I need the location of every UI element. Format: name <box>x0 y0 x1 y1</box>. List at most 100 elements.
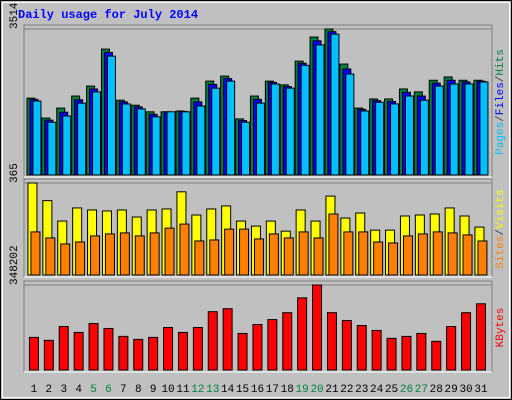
bar <box>207 311 218 371</box>
legend-entry: Sites <box>495 236 507 269</box>
bar <box>43 339 54 371</box>
legend: KBytes <box>495 308 507 348</box>
bar <box>416 332 427 371</box>
chart-title: Daily usage for July 2014 <box>18 8 198 22</box>
legend: Pages/Files/Hits <box>495 49 507 155</box>
bar <box>297 297 308 371</box>
bar <box>432 231 443 276</box>
legend-entry: Hits <box>495 49 507 75</box>
bar <box>356 325 367 371</box>
bar <box>151 116 161 176</box>
bar <box>104 233 115 276</box>
bar <box>326 312 337 371</box>
bar <box>371 329 382 371</box>
bar <box>345 73 355 176</box>
x-tick-label: 12 <box>191 384 204 396</box>
legend-entry: Files <box>495 82 507 115</box>
bar <box>47 121 57 176</box>
legend-separator: / <box>495 229 507 236</box>
x-tick-label: 9 <box>150 384 157 396</box>
bar <box>300 64 310 176</box>
bar <box>464 83 474 176</box>
bar <box>92 91 102 176</box>
x-tick-label: 22 <box>340 384 353 396</box>
bar <box>446 325 457 371</box>
bar <box>282 312 293 371</box>
legend-entry: KBytes <box>495 308 507 348</box>
bar <box>119 232 130 276</box>
bar <box>477 240 488 276</box>
x-tick-label: 20 <box>310 384 323 396</box>
bar <box>375 101 385 176</box>
bar <box>32 100 42 176</box>
bar <box>401 335 412 371</box>
x-tick-label: 15 <box>236 384 249 396</box>
bar <box>163 327 174 371</box>
bar <box>118 335 129 371</box>
x-tick-label: 13 <box>206 384 219 396</box>
bar <box>90 235 101 276</box>
bar <box>431 340 442 371</box>
x-tick-label: 28 <box>430 384 443 396</box>
bar <box>134 235 145 276</box>
bar <box>461 312 472 371</box>
x-tick-label: 25 <box>385 384 398 396</box>
bar <box>209 239 220 276</box>
bar <box>62 115 72 176</box>
bar <box>434 85 444 176</box>
bar <box>253 238 264 276</box>
bar <box>285 87 295 176</box>
x-tick-label: 27 <box>415 384 428 396</box>
x-tick-label: 31 <box>474 384 488 396</box>
x-tick-label: 26 <box>400 384 413 396</box>
bar <box>328 213 339 276</box>
bar <box>148 336 159 371</box>
bar <box>312 284 323 371</box>
bar <box>404 95 414 176</box>
x-tick-label: 18 <box>281 384 294 396</box>
x-tick-label: 14 <box>221 384 235 396</box>
y-tick-label: 348202 <box>9 245 21 285</box>
bar <box>341 320 352 371</box>
x-tick-label: 10 <box>161 384 174 396</box>
bar <box>77 102 87 176</box>
bar <box>270 83 280 176</box>
bar <box>449 83 459 176</box>
x-tick-label: 4 <box>75 384 82 396</box>
bar <box>417 233 428 276</box>
bar <box>196 105 206 176</box>
x-tick-label: 1 <box>31 384 38 396</box>
bar <box>239 228 250 276</box>
x-tick-label: 23 <box>355 384 368 396</box>
bar <box>388 242 399 276</box>
x-tick-label: 29 <box>445 384 458 396</box>
legend-entry: Pages <box>495 122 507 155</box>
bar <box>373 241 384 276</box>
bar <box>194 240 205 276</box>
bar <box>283 237 294 276</box>
bar <box>447 232 458 276</box>
bar <box>75 241 86 276</box>
x-tick-label: 5 <box>90 384 97 396</box>
bar <box>136 108 146 176</box>
bar <box>252 324 263 371</box>
bar <box>103 327 114 371</box>
bar <box>402 235 413 276</box>
x-tick-label: 3 <box>60 384 67 396</box>
x-tick-label: 24 <box>370 384 384 396</box>
bar <box>211 87 221 176</box>
bar <box>106 55 116 176</box>
bar <box>88 323 99 371</box>
x-tick-label: 6 <box>105 384 112 396</box>
bar <box>313 237 324 276</box>
bar <box>390 103 400 176</box>
x-tick-label: 2 <box>46 384 53 396</box>
bar <box>315 44 325 176</box>
bar <box>222 308 233 371</box>
legend-separator: / <box>495 76 507 83</box>
bar <box>358 231 369 276</box>
x-tick-label: 21 <box>325 384 339 396</box>
y-tick-label: 365 <box>9 163 21 183</box>
bar <box>330 33 340 176</box>
bar <box>267 319 278 371</box>
